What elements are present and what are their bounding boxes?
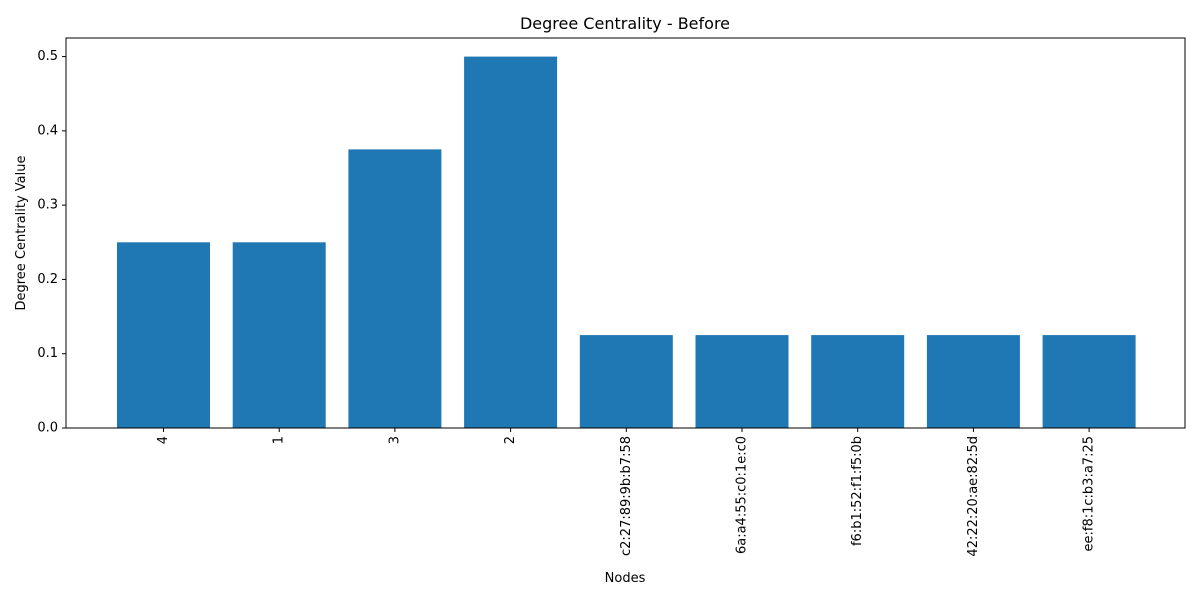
y-tick-label: 0.2 xyxy=(37,272,58,287)
x-tick-label: ee:f8:1c:b3:a7:25 xyxy=(1082,436,1097,551)
y-axis-label: Degree Centrality Value xyxy=(14,155,29,310)
bar xyxy=(811,335,905,428)
plot-frame xyxy=(65,37,1186,429)
y-tick-label: 0.5 xyxy=(37,49,58,64)
x-tick-label: 1 xyxy=(272,436,287,444)
y-tick-label: 0.4 xyxy=(37,123,58,138)
x-tick-label: 4 xyxy=(156,436,171,444)
chart-title: Degree Centrality - Before xyxy=(520,14,730,33)
x-tick-label: 42:22:20:ae:82:5d xyxy=(966,436,981,557)
bar xyxy=(1042,335,1136,428)
bar xyxy=(464,56,558,428)
bars xyxy=(117,56,1136,428)
y-axis-ticks: 0.0 0.1 0.2 0.3 0.4 0.5 xyxy=(37,49,66,436)
bar xyxy=(926,335,1020,428)
bar xyxy=(117,242,210,428)
y-tick-label: 0.3 xyxy=(37,198,58,213)
y-tick-label: 0.1 xyxy=(37,346,58,361)
bar xyxy=(348,149,442,428)
y-tick-label: 0.0 xyxy=(37,421,58,436)
bar xyxy=(232,242,326,428)
bar xyxy=(695,335,789,428)
x-axis-ticks: 4 1 3 2 c2:27:89:9b:b7:58 6a:a4:55:c0:1e:c0 f6… xyxy=(156,428,1097,557)
x-tick-label: c2:27:89:9b:b7:58 xyxy=(619,436,634,556)
x-tick-label: f6:b1:52:f1:f5:0b xyxy=(850,436,865,546)
bar xyxy=(579,335,673,428)
x-tick-label: 3 xyxy=(387,436,402,444)
x-tick-label: 2 xyxy=(503,436,518,444)
x-tick-label: 6a:a4:55:c0:1e:c0 xyxy=(735,436,750,554)
x-axis-label: Nodes xyxy=(605,571,646,586)
